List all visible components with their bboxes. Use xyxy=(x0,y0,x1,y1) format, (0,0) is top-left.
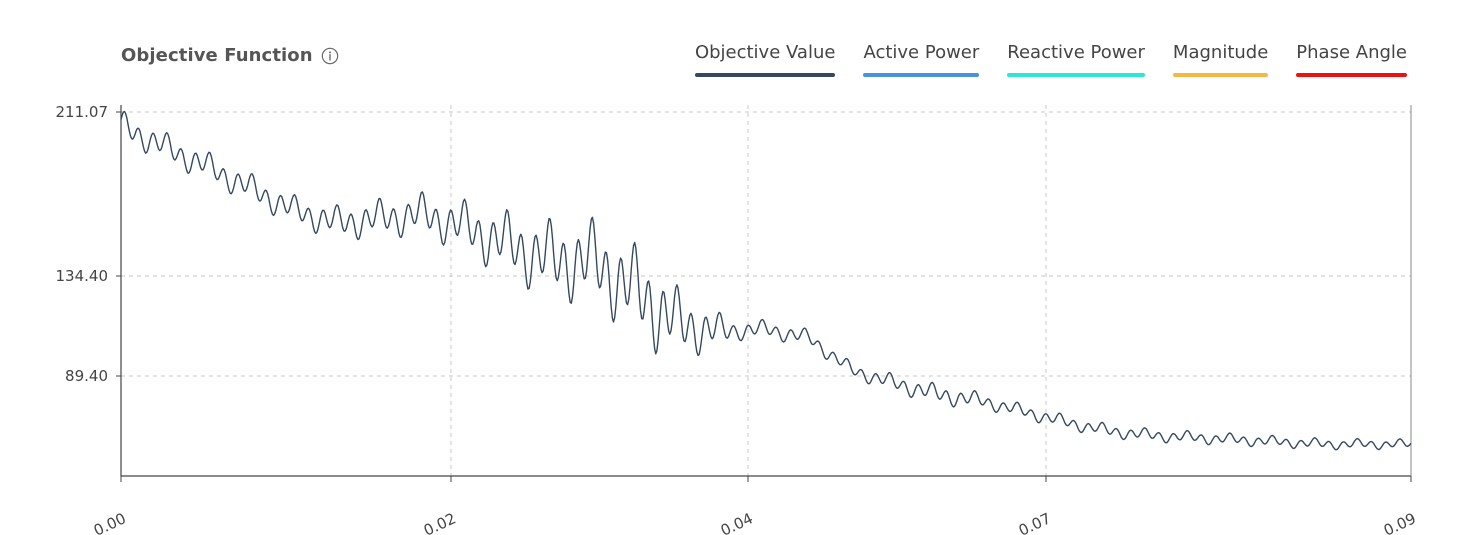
x-tick-label: 0.02 xyxy=(421,509,459,535)
legend-swatch xyxy=(694,73,836,77)
legend-swatch xyxy=(1172,73,1269,77)
x-tick-label: 0.07 xyxy=(1016,509,1054,535)
legend-label: Phase Angle xyxy=(1296,42,1407,63)
legend-label: Objective Value xyxy=(694,42,836,63)
x-tick-label: 0.09 xyxy=(1381,509,1419,535)
info-circle-icon[interactable] xyxy=(321,47,339,65)
legend-label: Active Power xyxy=(863,42,980,63)
y-tick-label: 134.40 xyxy=(56,267,109,285)
legend-swatch xyxy=(863,73,980,77)
chart-title: Objective Function xyxy=(121,45,313,66)
legend-label: Reactive Power xyxy=(1007,42,1145,63)
chart-legend: Objective Value Active Power Reactive Po… xyxy=(694,40,1407,77)
legend-label: Magnitude xyxy=(1172,42,1269,63)
y-tick-label: 211.07 xyxy=(56,103,109,121)
series-line-objective-value xyxy=(120,110,1412,451)
x-tick-label: 0.00 xyxy=(91,509,129,535)
legend-item-active-power[interactable]: Active Power xyxy=(863,40,980,77)
legend-swatch xyxy=(1296,73,1407,77)
chart-header: Objective Function xyxy=(121,45,339,66)
legend-item-phase-angle[interactable]: Phase Angle xyxy=(1296,40,1407,77)
legend-item-reactive-power[interactable]: Reactive Power xyxy=(1007,40,1145,77)
legend-item-objective-value[interactable]: Objective Value xyxy=(694,40,836,77)
y-tick-label: 89.40 xyxy=(65,367,108,385)
legend-swatch xyxy=(1007,73,1145,77)
x-tick-label: 0.04 xyxy=(718,509,756,535)
legend-item-magnitude[interactable]: Magnitude xyxy=(1172,40,1269,77)
